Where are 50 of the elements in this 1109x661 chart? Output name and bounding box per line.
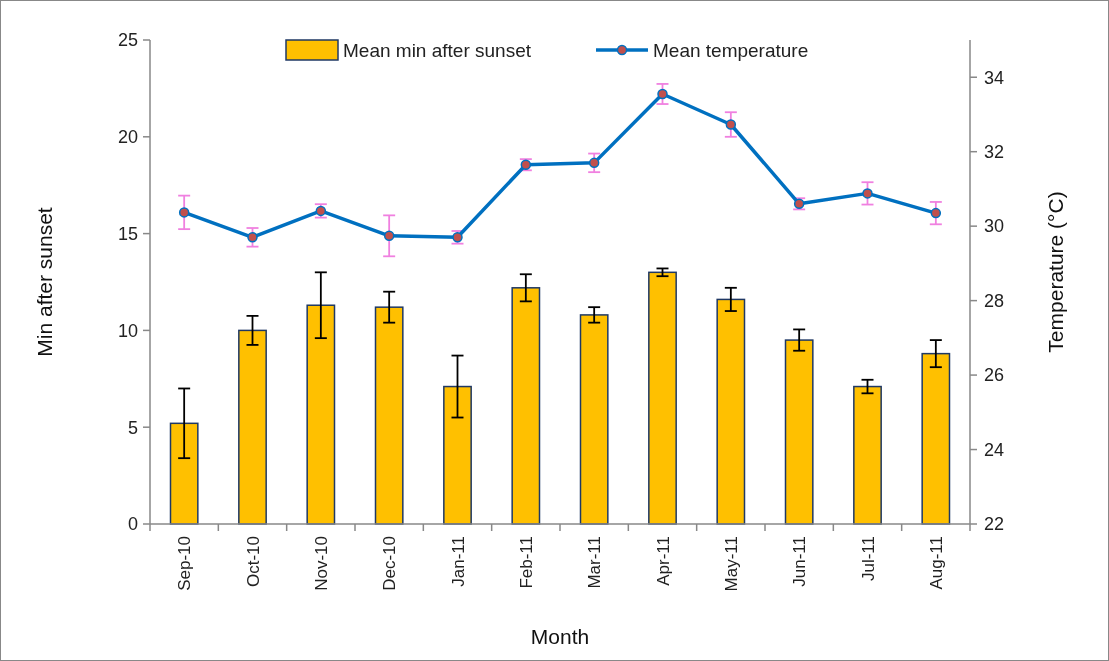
- bar: [306, 304, 336, 525]
- y-tick-label: 20: [117, 127, 138, 148]
- x-tick-label: Feb-11: [516, 536, 536, 589]
- x-tick-label: Aug-11: [926, 536, 946, 590]
- y2-axis-title: Temperature (°C): [1044, 191, 1067, 353]
- x-tick-label: Dec-10: [380, 536, 400, 591]
- y2-tick-label: 22: [984, 514, 1005, 535]
- x-tick-label: Mar-11: [585, 536, 605, 589]
- bar: [579, 314, 609, 525]
- bar: [716, 298, 746, 525]
- legend-label: Mean min after sunset: [343, 39, 532, 61]
- bar: [511, 287, 541, 525]
- point: [657, 88, 668, 100]
- x-tick-label: May-11: [721, 536, 741, 592]
- bar: [853, 385, 882, 525]
- x-axis-title: Month: [530, 625, 590, 648]
- x-tick-label: Jan-11: [448, 536, 468, 587]
- x-tick-label: Oct-10: [243, 536, 263, 588]
- point: [930, 207, 942, 219]
- bar: [443, 385, 472, 525]
- point: [588, 157, 600, 169]
- x-tick-label: Nov-10: [311, 536, 331, 591]
- y-tick-label: 10: [117, 320, 138, 341]
- y-tick-label: 5: [127, 417, 138, 438]
- y2-tick-label: 24: [984, 439, 1005, 460]
- bar: [374, 306, 404, 525]
- point: [862, 188, 873, 199]
- bar: [238, 329, 267, 525]
- x-tick-label: Jun-11: [790, 536, 810, 587]
- y2-tick-label: 26: [984, 365, 1005, 386]
- bar: [648, 271, 677, 525]
- y-axis-title: Min after sunset: [33, 207, 56, 357]
- x-tick-label: Sep-10: [175, 536, 195, 591]
- point: [247, 232, 258, 243]
- y-tick-label: 15: [117, 223, 138, 244]
- y2-tick-label: 32: [984, 141, 1005, 162]
- bar: [921, 352, 951, 525]
- legend-label: Mean temperature: [653, 39, 809, 61]
- y2-tick-label: 30: [984, 216, 1005, 237]
- x-tick-label: Jul-11: [858, 536, 878, 582]
- x-tick-label: Apr-11: [653, 536, 673, 586]
- y-tick-label: 25: [117, 30, 138, 51]
- y2-tick-label: 34: [984, 67, 1005, 88]
- y2-tick-label: 28: [984, 290, 1005, 311]
- bar: [784, 339, 814, 525]
- point: [383, 230, 395, 242]
- point: [178, 207, 190, 218]
- y-tick-label: 0: [127, 514, 138, 535]
- point: [725, 119, 737, 130]
- bar: [169, 422, 199, 525]
